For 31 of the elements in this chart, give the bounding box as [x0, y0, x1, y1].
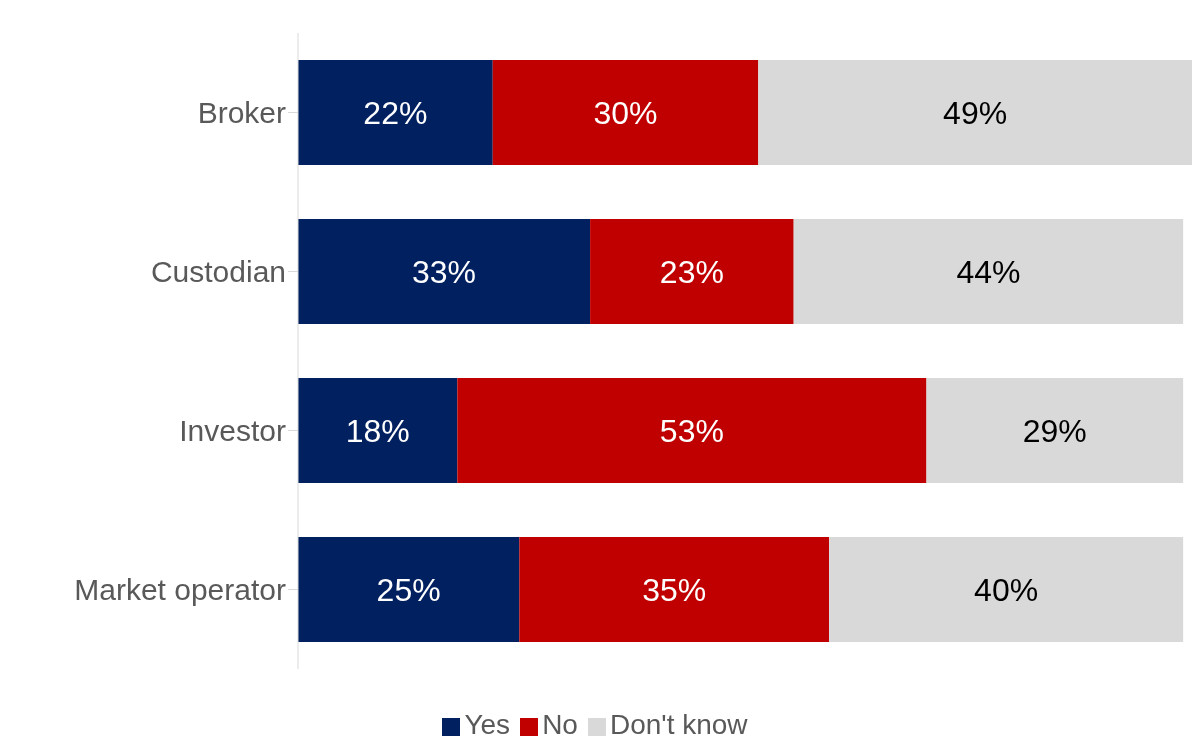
data-label: 30% [593, 94, 658, 131]
data-label: 29% [1022, 412, 1087, 449]
data-label: 53% [659, 412, 724, 449]
y-tick-label: Market operator [74, 573, 286, 607]
data-label: 23% [659, 253, 724, 290]
bar [829, 537, 1184, 643]
data-label: 49% [943, 94, 1008, 131]
bar [492, 60, 759, 166]
bar [926, 378, 1184, 484]
bar [793, 219, 1184, 325]
data-label: 33% [412, 253, 477, 290]
y-tick-label: Custodian [150, 255, 286, 289]
data-label: 25% [376, 571, 441, 608]
bar [298, 219, 591, 325]
bar [457, 378, 927, 484]
bar [298, 537, 520, 643]
legend-label: Yes [464, 709, 511, 740]
legend-label: Don't know [609, 709, 748, 740]
y-tick-label: Broker [197, 96, 287, 130]
data-label: 44% [956, 253, 1021, 290]
y-tick-label: Investor [179, 414, 286, 448]
data-label: 40% [974, 571, 1039, 608]
bar [298, 60, 493, 166]
bar [298, 378, 458, 484]
data-label: 22% [363, 94, 428, 131]
bar [590, 219, 794, 325]
legend-label: No [542, 709, 578, 740]
bar [519, 537, 830, 643]
data-label: 18% [345, 412, 410, 449]
data-label: 35% [642, 571, 707, 608]
bar [758, 60, 1192, 166]
